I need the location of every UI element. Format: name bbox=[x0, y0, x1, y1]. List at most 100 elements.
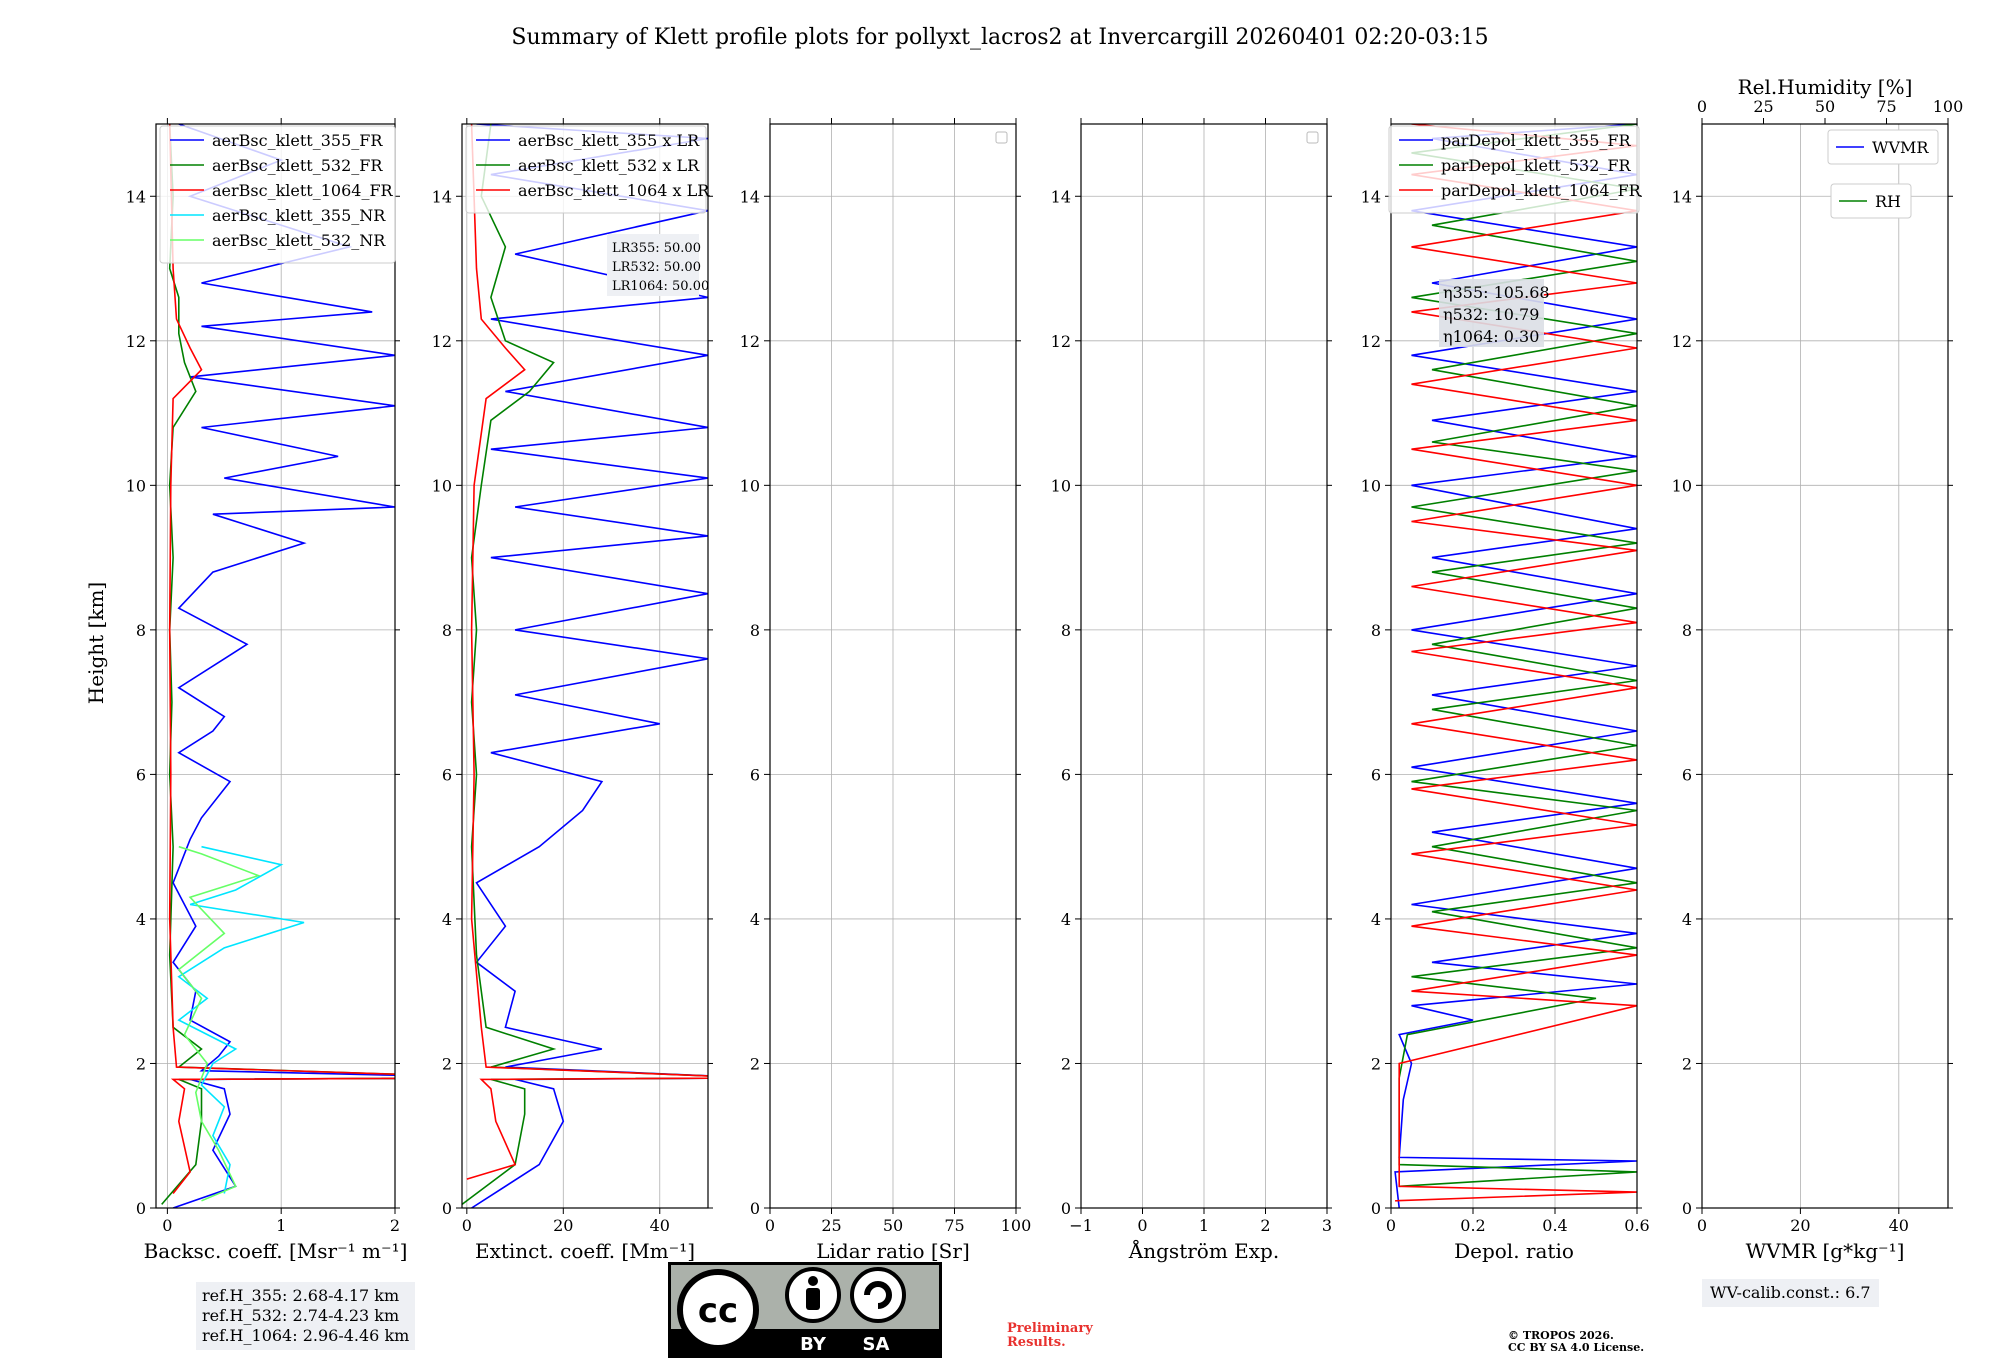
top-x-tick-label: 0 bbox=[1697, 97, 1707, 116]
legend-label: parDepol_klett_532_FR bbox=[1441, 156, 1632, 175]
preliminary-line-1: Preliminary bbox=[1007, 1321, 1093, 1336]
y-tick-label: 2 bbox=[442, 1054, 452, 1073]
y-tick-label: 2 bbox=[750, 1054, 760, 1073]
y-tick-label: 10 bbox=[1361, 476, 1381, 495]
x-tick-label: 0 bbox=[1137, 1216, 1147, 1235]
x-axis-label: Lidar ratio [Sr] bbox=[816, 1239, 970, 1263]
y-tick-label: 12 bbox=[432, 332, 452, 351]
y-tick-label: 12 bbox=[1672, 332, 1692, 351]
y-tick-label: 12 bbox=[740, 332, 760, 351]
series-line-aerBsc_klett_532_FR bbox=[161, 124, 395, 1205]
sa-share-icon bbox=[850, 1267, 906, 1323]
x-tick-label: 0.2 bbox=[1460, 1216, 1485, 1235]
legend-label: RH bbox=[1875, 192, 1901, 211]
copyright-note: © TROPOS 2026. CC BY SA 4.0 License. bbox=[1508, 1330, 1644, 1354]
y-tick-label: 8 bbox=[1061, 621, 1071, 640]
y-tick-label: 6 bbox=[1061, 765, 1071, 784]
x-tick-label: 2 bbox=[1260, 1216, 1270, 1235]
panel-6: 0 20 40 0 2 4 6 8 10 12 14 WVMR [g*kg⁻¹] 0 25 50 75 100 R… bbox=[1672, 75, 1964, 1263]
y-tick-label: 8 bbox=[750, 621, 760, 640]
annotation-text: LR1064: 50.00 bbox=[612, 279, 709, 294]
empty-legend-icon bbox=[1306, 131, 1319, 144]
figure-title: Summary of Klett profile plots for polly… bbox=[511, 25, 1488, 50]
x-tick-label: 0 bbox=[765, 1216, 775, 1235]
y-tick-label: 6 bbox=[1682, 765, 1692, 784]
annotation-text: η532: 10.79 bbox=[1443, 305, 1539, 324]
y-tick-label: 10 bbox=[126, 476, 146, 495]
x-axis-label: Backsc. coeff. [Msr⁻¹ m⁻¹] bbox=[144, 1239, 408, 1263]
x-tick-label: 3 bbox=[1322, 1216, 1332, 1235]
legend-label: aerBsc_klett_355_FR bbox=[212, 131, 383, 150]
y-tick-label: 0 bbox=[1682, 1199, 1692, 1218]
panels: 0 1 2 0 2 4 6 8 10 12 14 Backsc. coeff. [Msr⁻¹ m⁻¹]… bbox=[126, 75, 1964, 1263]
legend-label: aerBsc_klett_532_NR bbox=[212, 231, 386, 250]
y-tick-label: 2 bbox=[1682, 1054, 1692, 1073]
y-tick-label: 2 bbox=[1061, 1054, 1071, 1073]
legend-label: parDepol_klett_355_FR bbox=[1441, 131, 1632, 150]
sa-arrow-icon bbox=[864, 1281, 892, 1309]
x-axis-label: Extinct. coeff. [Mm⁻¹] bbox=[475, 1239, 695, 1263]
legend-wvmr: WVMR bbox=[1827, 129, 1939, 165]
y-tick-label: 4 bbox=[1682, 910, 1692, 929]
preliminary-note: Preliminary Results. bbox=[1007, 1322, 1093, 1350]
cc-mark: cc bbox=[698, 1291, 738, 1331]
series-line-parDepol_klett_1064_FR bbox=[1395, 124, 1637, 1202]
y-tick-label: 12 bbox=[1361, 332, 1381, 351]
legend: parDepol_klett_355_FR parDepol_klett_532_… bbox=[1388, 125, 1642, 214]
y-tick-label: 4 bbox=[1061, 910, 1071, 929]
series-line-aerBsc_klett_355_NR bbox=[177, 845, 305, 1194]
x-tick-label: 0 bbox=[1697, 1216, 1707, 1235]
series-line-parDepol_klett_355_FR bbox=[1394, 124, 1637, 1208]
x-tick-label: 20 bbox=[553, 1216, 573, 1235]
annotation-background bbox=[1439, 279, 1544, 347]
x-axis-label: Ångström Exp. bbox=[1128, 1238, 1279, 1263]
annotation-background bbox=[607, 234, 699, 296]
y-tick-label: 10 bbox=[1051, 476, 1071, 495]
cc-license-logo: cc BY SA bbox=[668, 1262, 942, 1358]
series-line-aerBsc_klett_532_NR bbox=[177, 845, 261, 1202]
series-line-aerBsc_klett_1064_FR bbox=[168, 124, 395, 1194]
y-tick-label: 8 bbox=[136, 621, 146, 640]
y-tick-label: 14 bbox=[1672, 187, 1692, 206]
y-tick-label: 0 bbox=[136, 1199, 146, 1218]
axes-frame bbox=[1390, 123, 1638, 1209]
legend-label: aerBsc_klett_532 x LR bbox=[518, 156, 700, 175]
cc-circle-icon bbox=[677, 1269, 759, 1351]
ref-height-532: ref.H_532: 2.74-4.23 km bbox=[202, 1306, 400, 1325]
y-tick-label: 14 bbox=[126, 187, 146, 206]
legend: aerBsc_klett_355_FR aerBsc_klett_532_FRae… bbox=[159, 125, 396, 264]
by-person-body-icon bbox=[806, 1288, 820, 1310]
y-tick-label: 8 bbox=[1371, 621, 1381, 640]
top-x-tick-label: 75 bbox=[1876, 97, 1896, 116]
legend: aerBsc_klett_355 x LR aerBsc_klett_532 x … bbox=[465, 125, 710, 214]
y-tick-label: 6 bbox=[136, 765, 146, 784]
annotation-box: η355: 105.68 η532: 10.79 η1064: 0.30 bbox=[1439, 279, 1550, 347]
y-tick-label: 12 bbox=[126, 332, 146, 351]
y-tick-label: 14 bbox=[1051, 187, 1071, 206]
x-tick-label: 0.6 bbox=[1624, 1216, 1649, 1235]
ref-height-355: ref.H_355: 2.68-4.17 km bbox=[202, 1286, 400, 1305]
y-tick-label: 14 bbox=[740, 187, 760, 206]
y-tick-label: 4 bbox=[1371, 910, 1381, 929]
legend-box bbox=[1388, 125, 1640, 214]
axes-frame bbox=[155, 123, 396, 1209]
y-tick-label: 4 bbox=[442, 910, 452, 929]
legend-rh: RH bbox=[1830, 183, 1912, 219]
y-tick-label: 14 bbox=[432, 187, 452, 206]
y-tick-label: 2 bbox=[136, 1054, 146, 1073]
legend-label: WVMR bbox=[1872, 138, 1929, 157]
x-tick-label: 40 bbox=[1889, 1216, 1909, 1235]
ref-height-1064: ref.H_1064: 2.96-4.46 km bbox=[202, 1326, 410, 1345]
panel-3: 0 25 50 75 100 0 2 4 6 8 10 12 14 Lidar ratio [Sr] bbox=[740, 118, 1031, 1263]
top-axis-label: Rel.Humidity [%] bbox=[1738, 75, 1913, 99]
y-tick-label: 6 bbox=[442, 765, 452, 784]
legend-box bbox=[465, 125, 707, 214]
y-tick-label: 4 bbox=[136, 910, 146, 929]
y-tick-label: 0 bbox=[750, 1199, 760, 1218]
legend-box bbox=[1827, 129, 1939, 165]
x-tick-label: 50 bbox=[883, 1216, 903, 1235]
x-tick-label: 0 bbox=[1386, 1216, 1396, 1235]
